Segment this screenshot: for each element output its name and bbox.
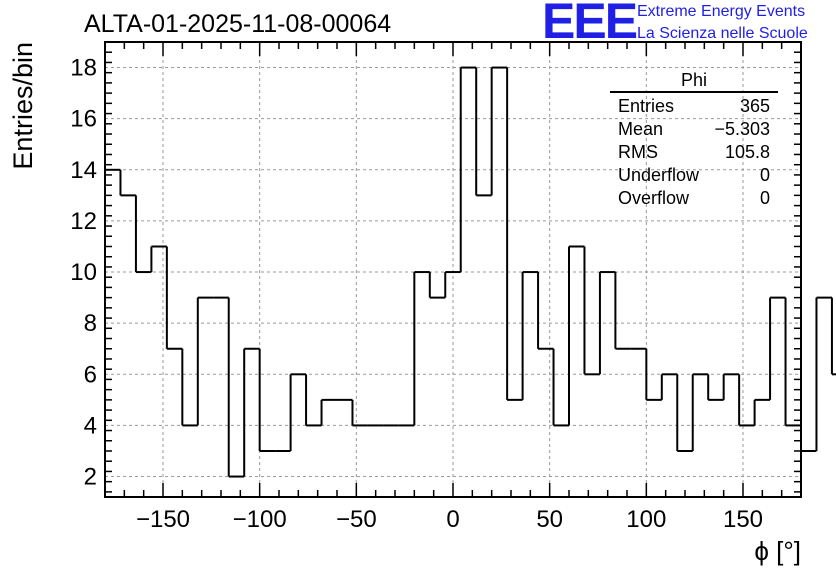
y-tick-label: 2 [84,464,97,491]
stats-row: RMS 105.8 [610,141,778,164]
stats-label: Underflow [618,165,700,185]
y-axis-label: Entries/bin [8,42,38,170]
stats-label: Overflow [618,188,690,208]
y-tick-label: 4 [84,412,97,439]
y-tick-label: 16 [70,106,97,133]
x-tick-label: 0 [446,506,459,533]
stats-label: Entries [618,96,675,116]
x-tick-label: −100 [233,506,287,533]
stats-label: Mean [618,119,664,139]
y-tick-label: 14 [70,157,97,184]
stats-value: 365 [739,96,770,116]
stats-value: 0 [759,165,770,185]
stats-value: 0 [759,188,770,208]
stats-row: Mean −5.303 [610,118,778,141]
y-tick-label: 18 [70,55,97,82]
stats-label: RMS [618,142,658,162]
x-tick-label: 100 [626,506,666,533]
stats-value: 105.8 [724,142,770,162]
y-tick-label: 6 [84,361,97,388]
stats-box: Phi Entries 365 Mean −5.303 RMS 105.8 Un… [610,70,778,210]
stats-separator [610,91,778,93]
y-tick-label: 8 [84,310,97,337]
y-tick-label: 10 [70,259,97,286]
logo-text-line2: La Scienza nelle Scuole [637,25,808,42]
eee-logo: EEE [542,0,638,49]
x-axis-label: ϕ [°] [754,536,801,566]
logo-text-line1: Extreme Energy Events [637,3,806,20]
chart-title: ALTA-01-2025-11-08-00064 [84,10,392,38]
x-tick-label: 150 [723,506,763,533]
stats-header: Phi [680,70,707,90]
x-tick-label: 50 [536,506,563,533]
stats-row: Overflow 0 [610,187,778,210]
x-tick-label: −50 [336,506,377,533]
y-tick-label: 12 [70,208,97,235]
stats-value: −5.303 [714,119,770,139]
stats-row: Entries 365 [610,95,778,118]
stats-row: Underflow 0 [610,164,778,187]
x-tick-label: −150 [136,506,190,533]
